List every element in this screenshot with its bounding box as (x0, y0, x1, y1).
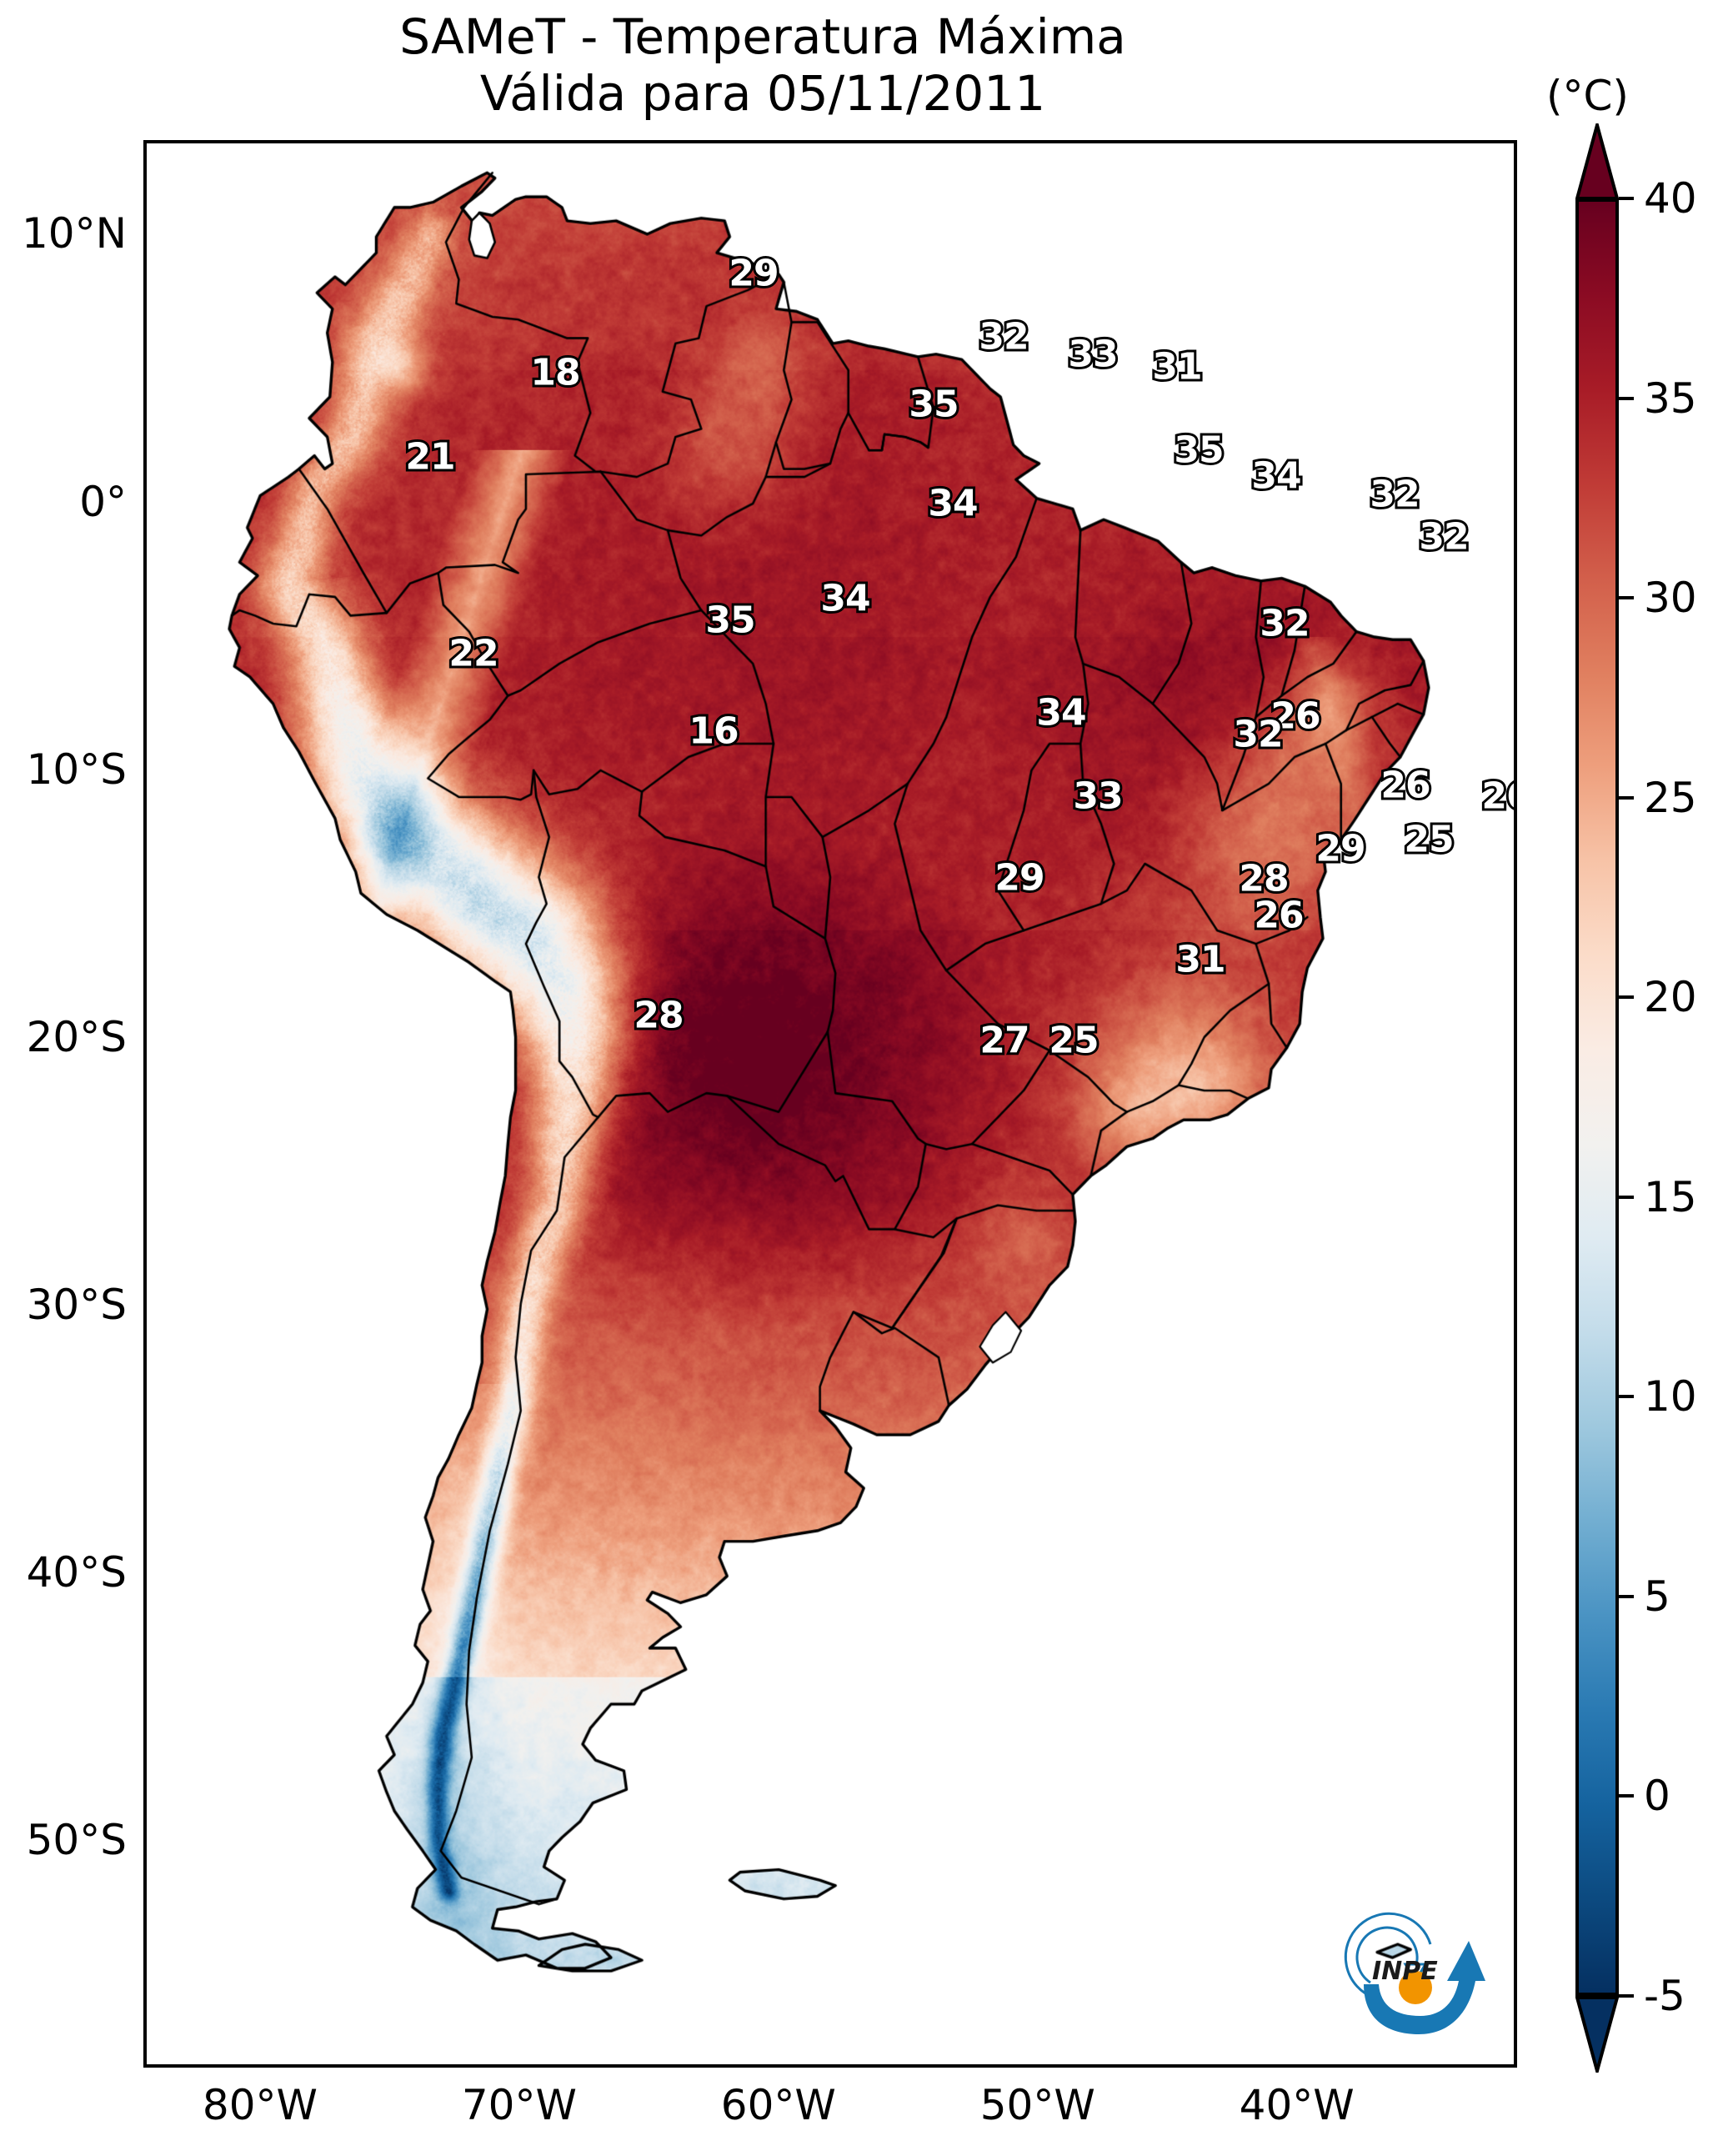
colorbar-tick-label: 0 (1644, 1772, 1670, 1821)
colorbar-tick-mark (1619, 596, 1634, 600)
station-temperature-label: 33 (1070, 773, 1125, 820)
station-temperature-label: 16 (686, 708, 741, 755)
title-line-1: SAMeT - Temperatura Máxima (399, 8, 1126, 65)
station-temperature-label: 29 (992, 855, 1047, 902)
colorbar-tick-mark (1619, 1994, 1634, 1998)
station-temperature-label: 33 (1065, 331, 1120, 379)
station-temperature-label: 25 (1401, 816, 1456, 864)
map-plot-area: 2918323331352135343234333230303430223532… (143, 140, 1517, 2068)
station-temperature-label: 34 (818, 575, 873, 623)
station-temperature-label: 26 (1479, 773, 1514, 820)
station-temperature-label: 25 (1046, 1017, 1101, 1065)
colorbar-tick-mark (1619, 1794, 1634, 1798)
colorbar-tick-mark (1619, 197, 1634, 200)
station-temperature-label: 35 (1171, 427, 1226, 474)
station-temperature-label: 29 (1313, 825, 1368, 873)
station-temperature-label: 32 (976, 313, 1031, 361)
page-title: SAMeT - Temperatura Máxima Válida para 0… (0, 8, 1525, 123)
latitude-tick-label: 30°S (26, 1280, 127, 1329)
station-temperature-label: 26 (1378, 762, 1433, 810)
station-temperature-label: 26 (1251, 892, 1306, 940)
colorbar-tick-mark (1619, 1195, 1634, 1199)
station-temperature-label: 29 (726, 250, 781, 298)
station-temperature-label: 28 (631, 992, 686, 1040)
latitude-tick-label: 0° (79, 477, 127, 526)
colorbar-tick-mark (1619, 995, 1634, 1000)
station-temperature-label: 32 (1257, 600, 1312, 648)
colorbar-tick-label: 15 (1644, 1172, 1697, 1221)
colorbar-tick-label: 40 (1644, 174, 1697, 223)
colorbar-tick-label: 20 (1644, 973, 1697, 1022)
station-temperature-label: 34 (925, 480, 980, 528)
station-temperature-label: 34 (1249, 453, 1304, 500)
colorbar-tick-label: 5 (1644, 1572, 1670, 1621)
station-temperature-label: 26 (1268, 693, 1323, 740)
inpe-logo: INPE (1342, 1908, 1505, 2041)
longitude-tick-label: 40°W (1239, 2081, 1355, 2129)
longitude-tick-label: 70°W (461, 2081, 577, 2129)
latitude-tick-label: 20°S (26, 1012, 127, 1061)
station-temperature-label: 35 (906, 381, 961, 429)
station-temperature-label: 32 (1416, 514, 1471, 561)
station-temperature-label: 18 (528, 349, 583, 397)
colorbar-tick-label: 10 (1644, 1372, 1697, 1421)
title-line-2: Válida para 05/11/2011 (479, 65, 1046, 123)
temperature-heatmap (147, 143, 1514, 2064)
colorbar-tick-mark (1619, 1395, 1634, 1399)
station-temperature-label: 21 (403, 434, 458, 481)
colorbar-tick-label: -5 (1644, 1972, 1685, 2020)
station-temperature-label: 31 (1173, 936, 1228, 984)
longitude-tick-label: 80°W (202, 2081, 318, 2129)
colorbar-tick-label: 25 (1644, 773, 1697, 822)
latitude-tick-label: 50°S (26, 1816, 127, 1865)
station-temperature-label: 32 (1367, 471, 1422, 519)
colorbar-gradient (1575, 198, 1619, 1996)
inpe-logo-text: INPE (1372, 1957, 1438, 1986)
longitude-tick-label: 60°W (720, 2081, 836, 2129)
latitude-tick-label: 10°S (26, 745, 127, 794)
latitude-tick-label: 40°S (26, 1547, 127, 1597)
colorbar-tick-label: 35 (1644, 374, 1697, 423)
station-temperature-label: 31 (1150, 343, 1205, 391)
colorbar-tick-mark (1619, 795, 1634, 800)
colorbar-tick-mark (1619, 1594, 1634, 1598)
colorbar-extend-top-icon (1575, 123, 1619, 200)
colorbar-unit-label: (°C) (1546, 72, 1629, 120)
inpe-logo-icon: INPE (1344, 1912, 1485, 2034)
station-temperature-label: 34 (1034, 689, 1089, 737)
station-temperature-label: 27 (977, 1017, 1032, 1065)
station-temperature-label: 22 (446, 630, 501, 678)
colorbar-extend-bottom-icon (1575, 1996, 1619, 2073)
station-temperature-label: 28 (1236, 855, 1291, 903)
station-temperature-label: 35 (703, 597, 758, 644)
latitude-tick-label: 10°N (21, 209, 127, 258)
longitude-tick-label: 50°W (979, 2081, 1095, 2129)
station-temperature-label: 32 (1230, 711, 1285, 759)
colorbar-tick-mark (1619, 396, 1634, 400)
colorbar-tick-label: 30 (1644, 574, 1697, 623)
colorbar: 40 35 30 25 20 15 10 5 0 -5 (1575, 123, 1697, 2074)
